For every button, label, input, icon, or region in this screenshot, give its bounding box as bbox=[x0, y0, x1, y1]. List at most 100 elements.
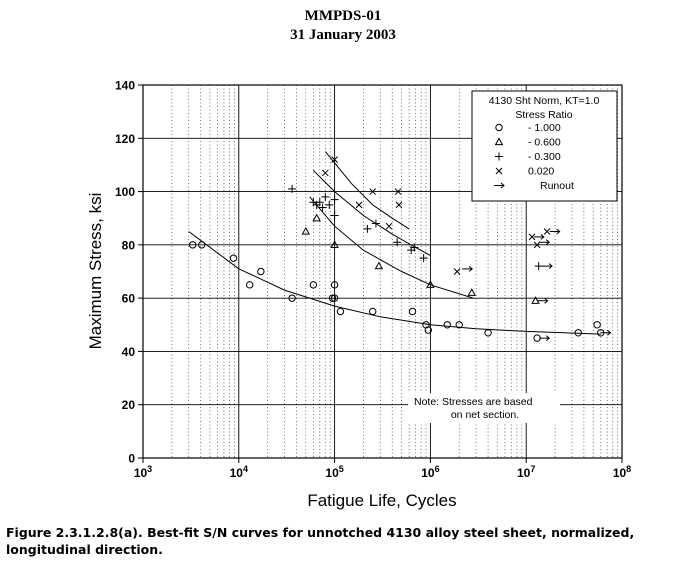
x-axis-label: Fatigue Life, Cycles bbox=[307, 491, 456, 510]
fit-curves bbox=[188, 151, 601, 335]
legend-marker-plus bbox=[495, 152, 503, 161]
y-axis-label: Maximum Stress, ksi bbox=[86, 193, 105, 350]
plot-frame bbox=[142, 84, 623, 459]
y-tick-label: 60 bbox=[122, 292, 136, 306]
x-tick-label: 106 bbox=[421, 464, 439, 480]
data-point-plus bbox=[534, 262, 543, 271]
runout-arrow bbox=[539, 335, 550, 341]
sn-chart: 0 20 40 60 80 100 120 140 103 104 105 106 107 108 Fat… bbox=[86, 79, 631, 511]
data-point-cross bbox=[331, 156, 338, 163]
x-tick-label: 103 bbox=[134, 464, 152, 480]
y-tick-label: 120 bbox=[115, 132, 135, 146]
runout-arrow bbox=[533, 233, 545, 240]
data-point-circle bbox=[455, 321, 463, 329]
legend-marker-circle bbox=[495, 123, 503, 132]
legend-marker-cross bbox=[495, 167, 503, 175]
fit-curve-circle bbox=[188, 231, 601, 335]
data-point-circle bbox=[408, 307, 417, 316]
data-point-cross bbox=[395, 201, 403, 209]
y-tick-label: 0 bbox=[128, 452, 135, 466]
data-point-circle bbox=[424, 326, 432, 334]
data-point-triangle bbox=[330, 240, 339, 248]
fit-curve-cross bbox=[324, 151, 410, 230]
data-point-circle bbox=[328, 294, 337, 302]
runout-arrow bbox=[542, 263, 553, 270]
y-tick-label: 100 bbox=[115, 185, 135, 199]
data-point-circle bbox=[336, 307, 345, 316]
data-point-circle bbox=[188, 241, 197, 249]
fit-curve-plus bbox=[312, 169, 431, 256]
legend-entries: - 1.000 - 0.600 - 0.300 0.020 Runout bbox=[494, 122, 574, 192]
data-point-cross bbox=[355, 201, 363, 209]
data-point-cross bbox=[528, 233, 536, 241]
document-date: 31 January 2003 bbox=[290, 27, 396, 43]
document-id: MMPDS-01 bbox=[304, 8, 382, 24]
legend-box bbox=[471, 90, 618, 202]
data-point-plus bbox=[371, 219, 380, 228]
x-tick-label: 108 bbox=[613, 464, 631, 480]
data-point-triangle bbox=[467, 288, 476, 296]
legend-subtitle: Stress Ratio bbox=[515, 109, 572, 121]
legend-label: Runout bbox=[540, 180, 574, 192]
data-point-cross bbox=[369, 188, 377, 195]
legend-label: - 1.000 bbox=[528, 122, 561, 134]
data-point-plus bbox=[419, 254, 428, 263]
data-point-plus bbox=[315, 198, 324, 207]
note-line-2: on net section. bbox=[451, 409, 519, 421]
data-point-cross bbox=[533, 241, 541, 249]
data-point-circle bbox=[593, 321, 601, 329]
legend-label: - 0.300 bbox=[528, 151, 561, 163]
data-point-cross bbox=[453, 268, 461, 275]
runout-arrow bbox=[537, 297, 549, 304]
data-point-circle bbox=[574, 329, 583, 337]
data-point-cross bbox=[394, 188, 402, 195]
axis-ticks: 0 20 40 60 80 100 120 140 103 104 105 106 107 108 bbox=[115, 79, 631, 481]
legend-marker-triangle bbox=[494, 137, 504, 146]
data-point-triangle bbox=[301, 226, 311, 235]
data-point-triangle bbox=[426, 280, 435, 288]
runout-arrow bbox=[462, 265, 473, 272]
data-point-circle bbox=[198, 241, 206, 249]
data-point-plus bbox=[288, 184, 297, 193]
data-point-triangle bbox=[374, 261, 384, 270]
x-tick-label: 104 bbox=[230, 464, 248, 480]
data-point-plus bbox=[363, 224, 372, 233]
legend: 4130 Sht Norm, KT=1.0 Stress Ratio - 1.0… bbox=[471, 90, 618, 202]
data-point-cross bbox=[385, 222, 393, 230]
data-point-circle bbox=[229, 254, 238, 262]
note-background bbox=[408, 393, 560, 423]
note-box: Note: Stresses are based on net section. bbox=[408, 393, 560, 423]
data-point-circle bbox=[309, 281, 318, 289]
data-point-circle bbox=[330, 281, 339, 289]
data-point-plus bbox=[330, 195, 339, 204]
y-tick-label: 20 bbox=[122, 398, 136, 412]
data-point-plus bbox=[321, 192, 330, 201]
data-point-plus bbox=[325, 200, 334, 209]
figure-caption: Figure 2.3.1.2.8(a). Best-fit S/N curves… bbox=[6, 525, 635, 557]
data-point-triangle bbox=[531, 296, 540, 304]
grid bbox=[143, 85, 622, 458]
data-point-plus bbox=[318, 203, 327, 212]
legend-label: 0.020 bbox=[528, 166, 554, 178]
legend-title: 4130 Sht Norm, KT=1.0 bbox=[489, 95, 600, 107]
legend-marker-arrow bbox=[494, 182, 505, 189]
data-point-circle bbox=[330, 294, 339, 302]
data-point-circle bbox=[257, 267, 265, 276]
data-point-cross bbox=[543, 228, 551, 235]
data-point-circle bbox=[484, 329, 492, 337]
y-tick-label: 80 bbox=[122, 238, 136, 252]
y-tick-label: 140 bbox=[115, 79, 135, 93]
data-point-plus bbox=[393, 238, 402, 247]
data-point-cross bbox=[321, 169, 329, 177]
runout-arrow bbox=[549, 228, 561, 235]
runout-arrow bbox=[600, 329, 612, 336]
runout-arrow bbox=[539, 239, 550, 246]
data-point-triangle bbox=[312, 213, 321, 222]
data-point-plus bbox=[410, 243, 419, 252]
data-point-circle bbox=[288, 294, 296, 302]
data-point-circle bbox=[369, 307, 377, 316]
legend-label: - 0.600 bbox=[528, 137, 561, 149]
data-point-plus bbox=[330, 211, 339, 220]
y-tick-label: 40 bbox=[122, 345, 136, 359]
data-point-circle bbox=[246, 281, 254, 289]
